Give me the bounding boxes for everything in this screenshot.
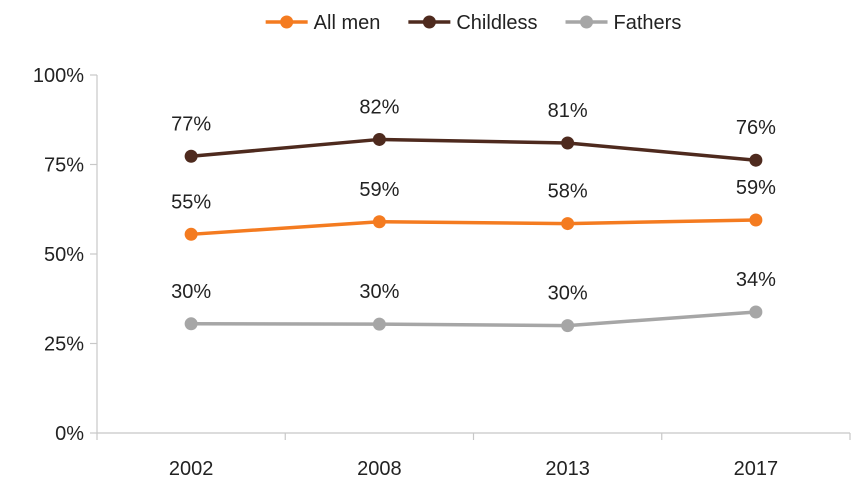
x-tick-label: 2017	[734, 458, 779, 479]
data-label-childless: 81%	[548, 100, 588, 122]
x-tick-label: 2008	[357, 458, 402, 479]
series-line-all-men	[191, 218, 756, 237]
data-point-all-men	[184, 227, 198, 241]
series-fathers	[184, 305, 763, 333]
y-tick-label: 50%	[44, 244, 84, 266]
series-layer	[184, 132, 763, 333]
data-label-all-men: 59%	[736, 177, 776, 199]
chart-legend: All men Childless Fathers	[265, 12, 682, 34]
y-tick-label: 75%	[44, 155, 84, 177]
data-point-childless	[184, 149, 198, 163]
data-point-all-men	[749, 213, 763, 227]
data-label-layer: 55% 59% 58% 59% 77% 82% 81% 76% 30% 30% 30% 34%	[171, 96, 776, 304]
x-tick-label: 2013	[545, 458, 590, 479]
data-label-fathers: 34%	[736, 269, 776, 291]
data-point-fathers	[372, 317, 386, 331]
data-label-all-men: 55%	[171, 191, 211, 213]
data-label-fathers: 30%	[359, 281, 399, 303]
legend-swatch-marker	[580, 15, 594, 29]
data-label-fathers: 30%	[171, 281, 211, 303]
data-point-all-men	[561, 217, 575, 231]
y-tick-label: 0%	[55, 423, 84, 445]
legend-item-childless: Childless	[408, 12, 538, 34]
data-point-childless	[749, 153, 763, 167]
legend-swatch-marker	[280, 15, 294, 29]
x-axis: 2002 2008 2013 2017	[96, 432, 851, 479]
data-point-childless	[372, 132, 386, 146]
data-point-childless	[561, 136, 575, 150]
series-line-childless	[190, 137, 757, 162]
series-childless	[184, 132, 763, 167]
data-label-childless: 77%	[171, 113, 211, 135]
data-point-all-men	[372, 215, 386, 229]
data-label-fathers: 30%	[548, 283, 588, 305]
y-axis: 0% 25% 50% 75% 100%	[33, 65, 98, 445]
data-point-fathers	[749, 305, 763, 319]
data-point-fathers	[184, 317, 198, 331]
data-label-all-men: 59%	[359, 179, 399, 201]
data-label-childless: 82%	[359, 96, 399, 118]
data-label-all-men: 58%	[548, 181, 588, 203]
series-all-men	[184, 213, 763, 241]
legend-label: All men	[314, 12, 381, 34]
legend-item-fathers: Fathers	[565, 12, 682, 34]
legend-swatch-marker	[422, 15, 436, 29]
y-tick-label: 25%	[44, 334, 84, 356]
legend-item-all-men: All men	[265, 12, 381, 34]
x-tick-label: 2002	[169, 458, 214, 479]
y-tick-label: 100%	[33, 65, 84, 87]
series-line-fathers	[191, 310, 757, 328]
legend-label: Childless	[456, 12, 537, 34]
legend-label: Fathers	[614, 12, 682, 34]
data-label-childless: 76%	[736, 117, 776, 139]
data-point-fathers	[561, 319, 575, 333]
